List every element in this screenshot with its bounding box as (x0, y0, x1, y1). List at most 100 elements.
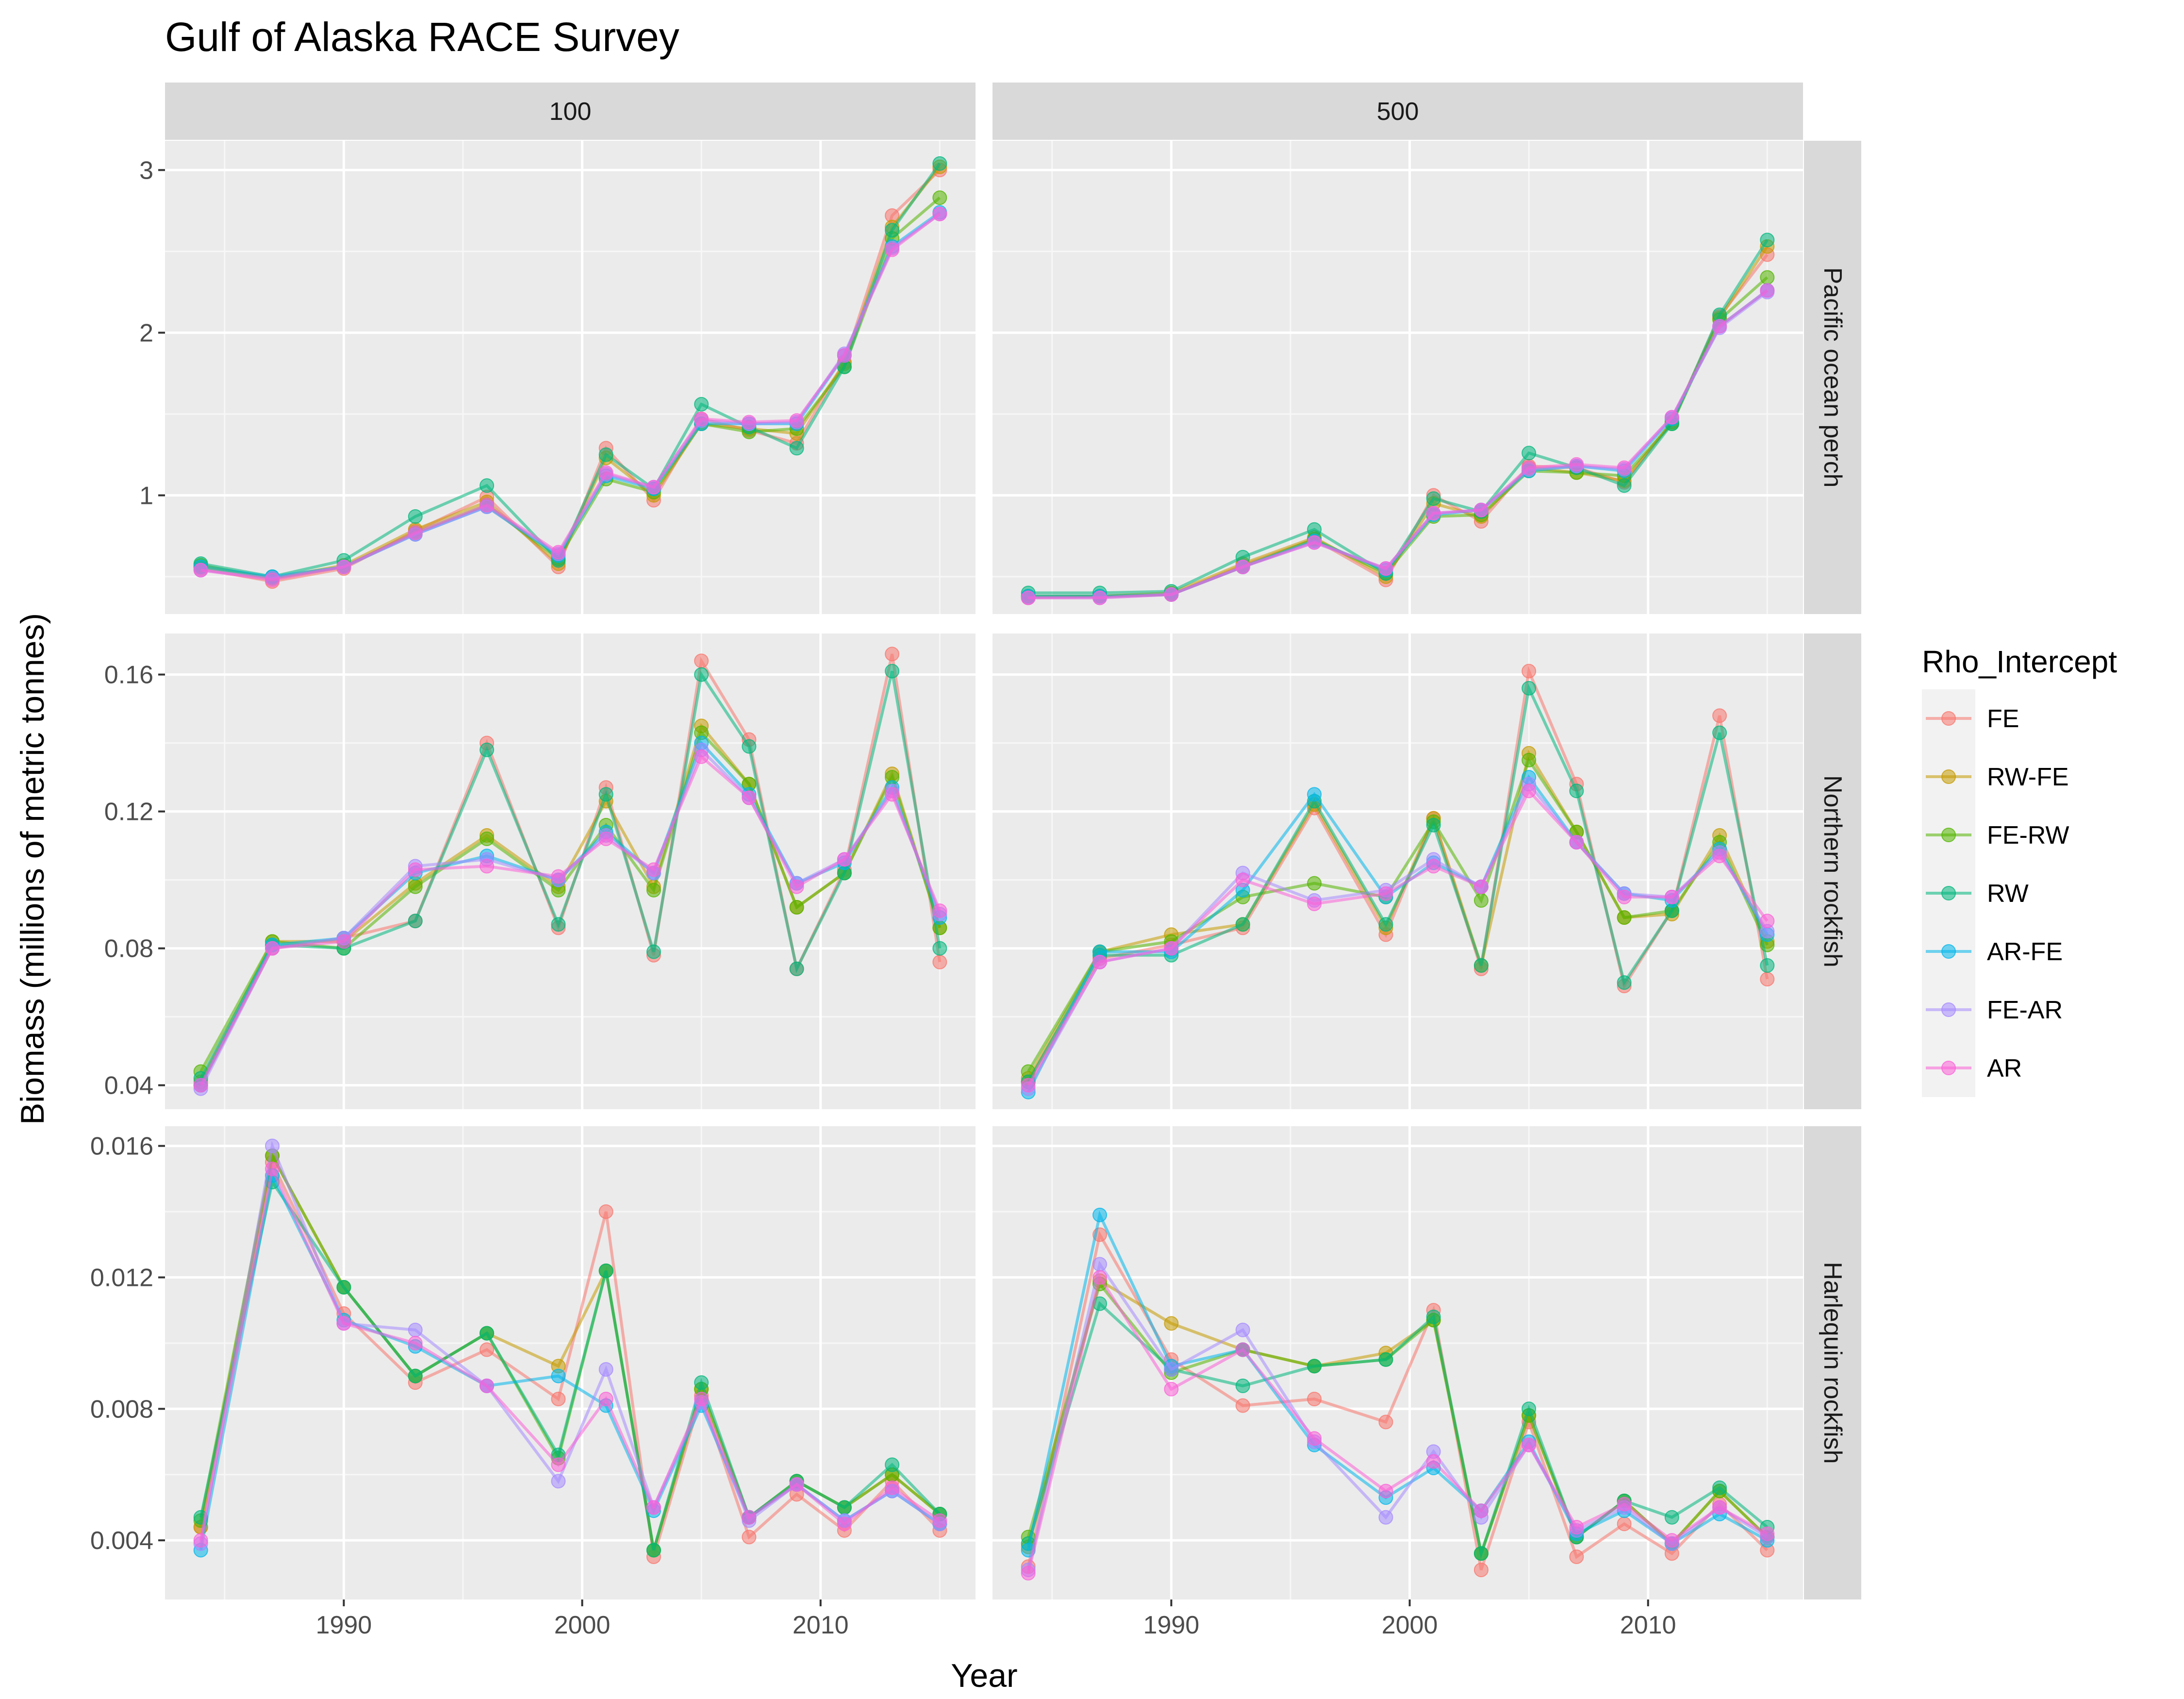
legend: Rho_Intercept FE RW-FE FE-RW RW AR-FE FE-AR AR (1922, 644, 2117, 1097)
data-point-fe (742, 1530, 757, 1545)
data-point-ar (1378, 561, 1393, 576)
row-strip-label: Northern rockfish (1819, 775, 1847, 967)
data-point-ar (551, 1457, 566, 1472)
series-line-rw (200, 163, 941, 578)
column-strip (165, 83, 976, 140)
y-tick-label: 1 (139, 482, 153, 510)
data-point-ar (837, 1516, 852, 1532)
legend-item-ar: AR (1922, 1039, 2022, 1097)
data-point-ar (694, 411, 709, 426)
data-point-rw (480, 742, 495, 757)
panel (993, 1126, 1803, 1599)
data-point-fe-rw (1473, 893, 1489, 908)
y-tick-label: 2 (139, 319, 153, 347)
data-point-fe (694, 653, 709, 668)
data-point-rw (789, 961, 804, 976)
y-tick-label: 0.008 (90, 1395, 153, 1423)
data-point-ar (885, 787, 900, 802)
data-point-ar (885, 242, 900, 257)
data-point-ar (1760, 1526, 1775, 1541)
y-tick-label: 0.04 (104, 1072, 153, 1100)
data-point-ar (1712, 318, 1727, 333)
data-point-rw (1473, 958, 1489, 973)
data-point-ar (1021, 1078, 1036, 1093)
data-point-rw (885, 1457, 900, 1472)
data-point-rw (694, 397, 709, 412)
data-point-ar (837, 348, 852, 363)
data-point-rw (408, 1368, 423, 1383)
data-point-ar (1426, 506, 1441, 521)
data-point-rw (480, 478, 495, 493)
data-point-ar (336, 934, 351, 949)
y-tick-label: 0.12 (104, 798, 153, 826)
legend-key-point (1941, 886, 1956, 900)
legend-item-fe: FE (1922, 689, 2019, 748)
y-tick-label: 0.012 (90, 1264, 153, 1292)
legend-label: AR-FE (1987, 938, 2063, 966)
data-point-rw (837, 1500, 852, 1515)
data-point-ar (1664, 889, 1679, 904)
data-point-ar (480, 859, 495, 874)
series-line-ar (200, 213, 941, 582)
legend-label: FE-AR (1987, 996, 2063, 1024)
data-point-ar (789, 413, 804, 428)
data-point-rw (408, 509, 423, 524)
data-point-ar (598, 1391, 613, 1406)
data-point-fe-rw (1760, 270, 1775, 285)
data-point-ar (1021, 1566, 1036, 1581)
data-point-rw (885, 664, 900, 679)
data-point-ar (789, 1477, 804, 1492)
data-point-fe-rw (408, 879, 423, 894)
data-point-ar (694, 1391, 709, 1406)
data-point-ar (480, 1378, 495, 1393)
data-point-ar (193, 1078, 208, 1093)
data-point-ar (1473, 502, 1489, 517)
legend-item-fe-ar: FE-AR (1922, 981, 2063, 1039)
legend-key-point (1941, 1061, 1956, 1075)
x-tick-label: 2010 (1620, 1611, 1676, 1639)
data-point-fe (1712, 708, 1727, 723)
data-point-ar (1021, 590, 1036, 605)
data-point-ar (408, 862, 423, 877)
panel (993, 633, 1803, 1109)
data-point-ar (1569, 1520, 1584, 1535)
data-point-ar (598, 832, 613, 847)
data-point-ar-fe (1092, 1207, 1108, 1222)
data-point-fe-ar (1092, 1257, 1108, 1272)
data-point-ar (480, 498, 495, 513)
data-point-fe-ar (408, 1322, 423, 1337)
series-line-fe-ar (199, 1140, 941, 1544)
data-point-fe-rw (789, 900, 804, 915)
data-point-ar (1760, 914, 1775, 929)
series-line-rw (199, 1178, 941, 1551)
panel (165, 1126, 976, 1599)
data-point-ar (1760, 283, 1775, 298)
legend-item-fe-rw: FE-RW (1922, 806, 2069, 864)
column-strip-label: 500 (1377, 98, 1419, 126)
data-point-fe (1473, 1563, 1489, 1578)
legend-key-point (1941, 828, 1956, 842)
chart-title: Gulf of Alaska RACE Survey (165, 14, 679, 60)
data-point-fe (598, 1204, 613, 1219)
data-point-ar (1164, 941, 1179, 956)
data-point-ar (885, 1480, 900, 1495)
data-point-ar-fe (1307, 787, 1322, 802)
data-point-fe-ar (1235, 1322, 1250, 1337)
row-strip (1804, 141, 1861, 614)
legend-label: RW (1987, 880, 2029, 908)
data-point-fe (1235, 1398, 1250, 1413)
data-point-ar (336, 559, 351, 574)
data-point-ar (1712, 849, 1727, 864)
data-point-rw (932, 941, 947, 956)
series-line-rw (1028, 239, 1769, 595)
data-point-rw (1664, 1510, 1679, 1525)
y-tick-label: 3 (139, 156, 153, 184)
data-point-ar (1235, 559, 1250, 574)
data-point-fe-rw (480, 832, 495, 847)
data-point-ar (551, 869, 566, 884)
data-point-rw (1712, 725, 1727, 740)
data-point-fe (1307, 1391, 1322, 1406)
data-point-ar (1092, 954, 1108, 969)
data-point-rw (598, 787, 613, 802)
